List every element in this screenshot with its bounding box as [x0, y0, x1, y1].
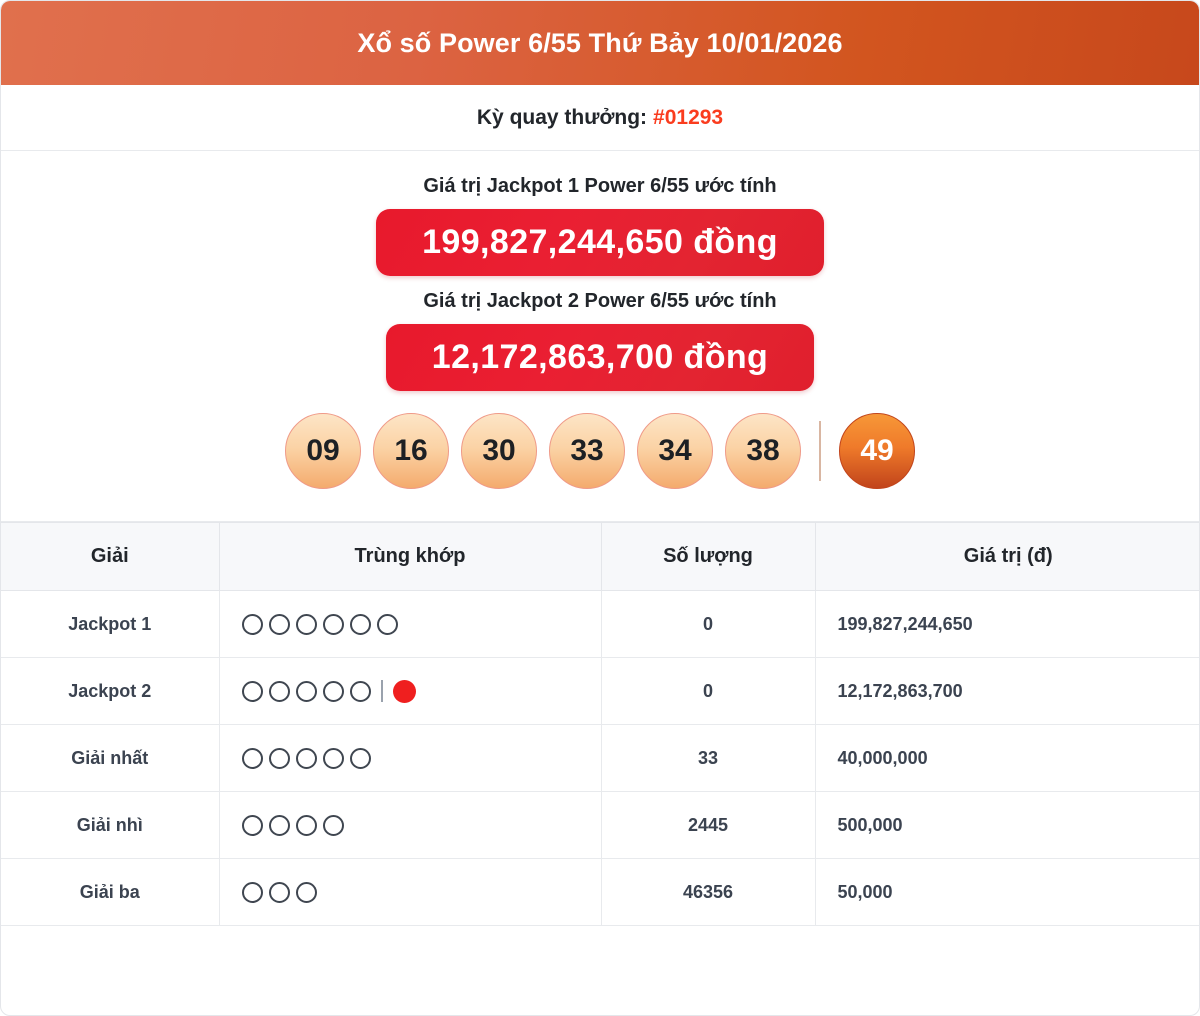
open-circle-icon	[241, 747, 263, 769]
table-row: Giải nhất 33 40,000,000	[1, 724, 1199, 792]
prize-value-cell: 12,172,863,700	[815, 657, 1199, 725]
jackpot2-caption: Giá trị Jackpot 2 Power 6/55 ước tính	[423, 290, 777, 312]
filled-circle-icon	[392, 679, 416, 703]
jackpot1-block: Giá trị Jackpot 1 Power 6/55 ước tính 19…	[1, 175, 1199, 276]
open-circle-icon	[241, 680, 263, 702]
match-pattern-cell	[219, 724, 602, 792]
ball-separator	[819, 421, 821, 481]
page-title: Xổ số Power 6/55 Thứ Bảy 10/01/2026	[357, 27, 843, 58]
open-circle-icon	[268, 747, 290, 769]
winning-number-ball: 30	[461, 413, 537, 489]
table-row: Jackpot 1 0 199,827,244,650	[1, 590, 1199, 658]
winning-number-ball: 33	[549, 413, 625, 489]
open-circle-icon	[322, 613, 344, 635]
open-circle-icon	[268, 881, 290, 903]
open-circle-icon	[349, 747, 371, 769]
open-circle-icon	[268, 680, 290, 702]
match-pattern-cell	[219, 858, 602, 926]
open-circle-icon	[295, 613, 317, 635]
winner-count-cell: 0	[601, 657, 816, 725]
open-circle-icon	[295, 747, 317, 769]
open-circle-icon	[295, 881, 317, 903]
jackpot1-caption: Giá trị Jackpot 1 Power 6/55 ước tính	[423, 175, 777, 197]
prize-name-cell: Giải nhì	[1, 791, 220, 859]
open-circle-icon	[268, 814, 290, 836]
winning-number-ball: 16	[373, 413, 449, 489]
prize-table-body: Jackpot 1 0 199,827,244,650 Jackpot 2 0 12,17…	[1, 590, 1199, 926]
column-header: Giải	[1, 522, 220, 591]
match-pattern-cell	[219, 657, 602, 725]
prize-table: Giải Trùng khớp Số lượng Giá trị (đ) Jackpo…	[1, 522, 1199, 926]
open-circle-icon	[241, 613, 263, 635]
winning-number-ball: 09	[285, 413, 361, 489]
draw-id-value: #01293	[653, 105, 724, 129]
match-pattern	[241, 814, 601, 836]
open-circle-icon	[241, 814, 263, 836]
open-circle-icon	[322, 814, 344, 836]
match-pattern-cell	[219, 791, 602, 859]
column-header: Số lượng	[601, 522, 816, 591]
match-pattern	[241, 613, 601, 635]
column-header: Giá trị (đ)	[815, 522, 1199, 591]
column-header: Trùng khớp	[219, 522, 602, 591]
match-separator-icon	[380, 680, 383, 702]
winner-count-cell: 46356	[601, 858, 816, 926]
open-circle-icon	[295, 680, 317, 702]
jackpot-section: Giá trị Jackpot 1 Power 6/55 ước tính 19…	[1, 151, 1199, 522]
winner-count-cell: 2445	[601, 791, 816, 859]
winning-number-ball: 34	[637, 413, 713, 489]
jackpot2-amount: 12,172,863,700 đồng	[385, 324, 815, 391]
open-circle-icon	[268, 613, 290, 635]
prize-table-head: Giải Trùng khớp Số lượng Giá trị (đ)	[1, 522, 1199, 591]
prize-value-cell: 500,000	[815, 791, 1199, 859]
open-circle-icon	[295, 814, 317, 836]
winner-count-cell: 0	[601, 590, 816, 658]
table-row: Giải nhì 2445 500,000	[1, 791, 1199, 859]
prize-name-cell: Jackpot 2	[1, 657, 220, 725]
match-pattern	[241, 747, 601, 769]
jackpot2-block: Giá trị Jackpot 2 Power 6/55 ước tính 12…	[1, 290, 1199, 391]
prize-value-cell: 199,827,244,650	[815, 590, 1199, 658]
special-number-ball: 49	[839, 413, 915, 489]
table-row: Jackpot 2 0 12,172,863,700	[1, 657, 1199, 725]
winning-number-ball: 38	[725, 413, 801, 489]
result-header: Xổ số Power 6/55 Thứ Bảy 10/01/2026	[1, 1, 1199, 85]
prize-name-cell: Jackpot 1	[1, 590, 220, 658]
open-circle-icon	[349, 680, 371, 702]
prize-name-cell: Giải nhất	[1, 724, 220, 792]
winner-count-cell: 33	[601, 724, 816, 792]
open-circle-icon	[322, 747, 344, 769]
open-circle-icon	[349, 613, 371, 635]
open-circle-icon	[322, 680, 344, 702]
jackpot1-amount: 199,827,244,650 đồng	[376, 209, 824, 276]
open-circle-icon	[376, 613, 398, 635]
draw-id-label: Kỳ quay thưởng:	[476, 105, 648, 129]
prize-value-cell: 40,000,000	[815, 724, 1199, 792]
draw-id-row: Kỳ quay thưởng: #01293	[1, 85, 1199, 151]
match-pattern	[241, 679, 601, 703]
open-circle-icon	[241, 881, 263, 903]
prize-value-cell: 50,000	[815, 858, 1199, 926]
match-pattern	[241, 881, 601, 903]
table-row: Giải ba 46356 50,000	[1, 858, 1199, 926]
prize-table-header-row: Giải Trùng khớp Số lượng Giá trị (đ)	[1, 522, 1199, 591]
prize-name-cell: Giải ba	[1, 858, 220, 926]
winning-numbers-row: 09 16 30 33 34 38 49	[1, 391, 1199, 515]
match-pattern-cell	[219, 590, 602, 658]
